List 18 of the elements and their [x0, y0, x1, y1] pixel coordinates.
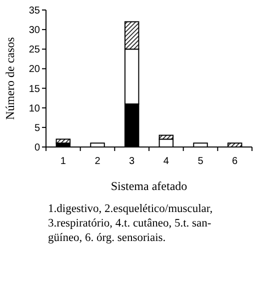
y-axis-title: Número de casos [3, 36, 17, 120]
y-tick-label: 20 [28, 64, 40, 76]
y-tick-label: 0 [34, 142, 40, 154]
y-tick-label: 30 [28, 25, 40, 36]
x-tick-label: 3 [129, 156, 136, 167]
x-tick-label: 1 [60, 156, 66, 167]
bar [56, 138, 71, 144]
y-tick-label: 5 [34, 122, 40, 134]
x-tick-label: 4 [163, 156, 170, 167]
y-tick-label: 35 [28, 6, 40, 16]
text: 1.digestivo, 2.esquelético/muscular, 3.respiratório, 4.t. cutâneo, 5.t. san- güíneo, 6. órg. sensoriais. [48, 203, 213, 244]
x-tick-label: 6 [232, 156, 238, 167]
y-tick-label: 15 [28, 84, 40, 95]
x-tick-label: 2 [94, 156, 101, 167]
x-tick-label: 5 [198, 156, 204, 167]
x-axis-title: Sistema afetado [110, 179, 188, 193]
y-tick-label: 25 [28, 44, 40, 56]
y-tick-label: 10 [28, 103, 40, 114]
